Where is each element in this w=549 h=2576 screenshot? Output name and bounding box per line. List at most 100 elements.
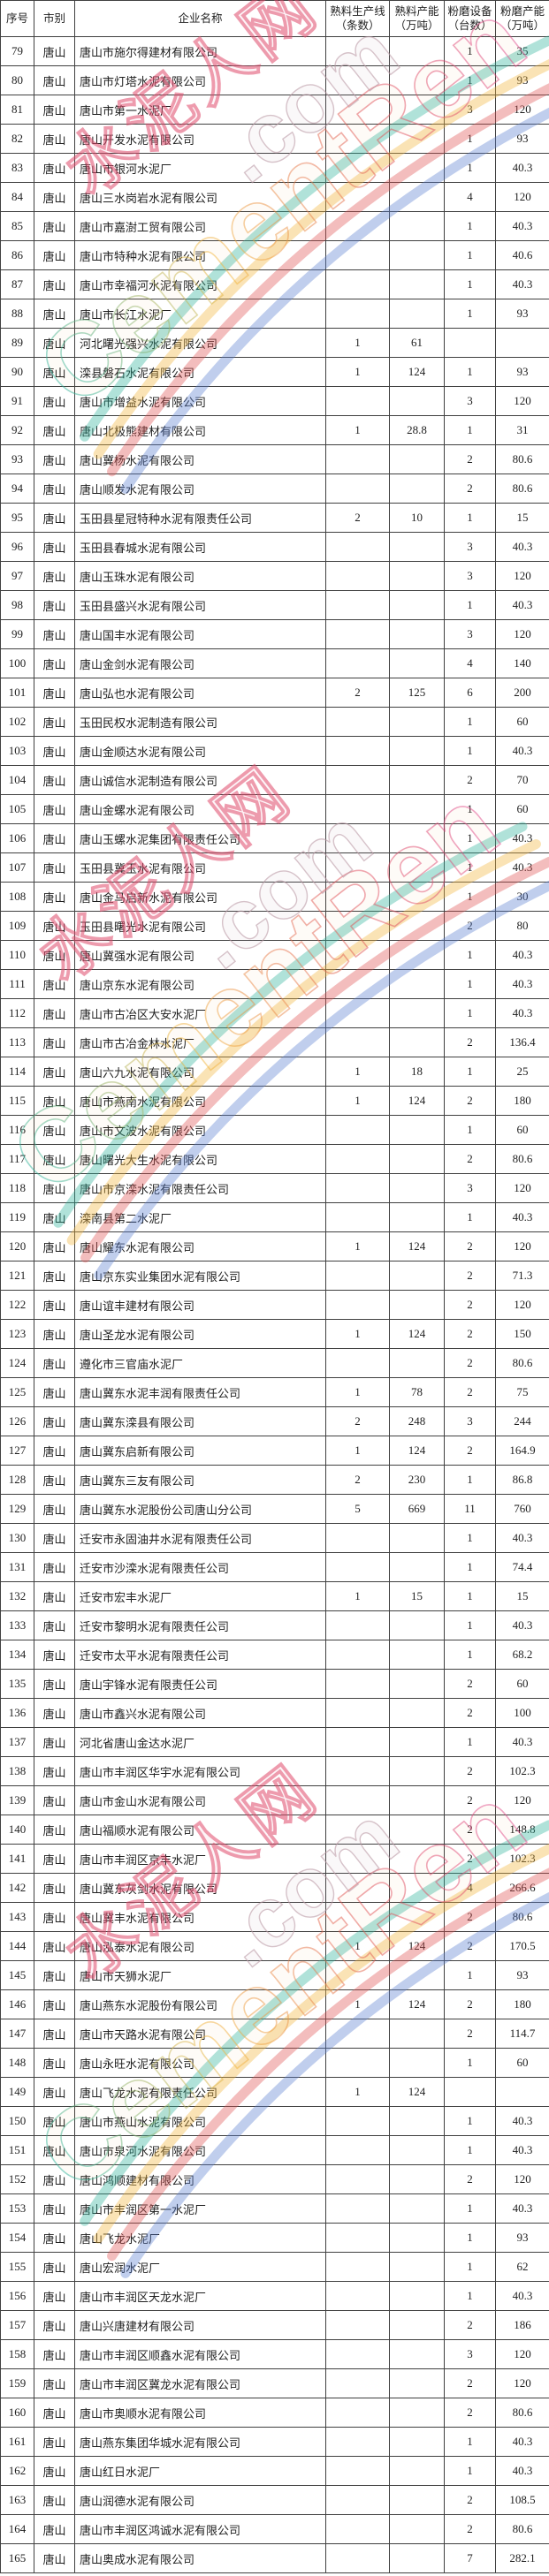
cell-mill-count: 2: [444, 1348, 496, 1378]
cell-clinker-capacity: 230: [389, 1465, 445, 1495]
cell-mill-count: 2: [444, 1844, 496, 1874]
col-header-city: 市别: [34, 0, 75, 37]
cell-city: 唐山: [34, 561, 75, 591]
cell-seq: 97: [0, 561, 34, 591]
cell-seq: 146: [0, 1989, 34, 2019]
cell-seq: 126: [0, 1406, 34, 1436]
cell-seq: 132: [0, 1581, 34, 1611]
cell-clinker-lines: [325, 65, 390, 95]
cell-seq: 165: [0, 2543, 34, 2573]
cell-seq: 160: [0, 2398, 34, 2428]
table-row: 128 唐山 唐山冀东三友有限公司 2 230 1 86.8: [0, 1465, 549, 1495]
cell-grind-capacity: 80: [495, 911, 549, 941]
cell-mill-count: 2: [444, 444, 496, 474]
cell-mill-count: 1: [444, 1523, 496, 1553]
cell-clinker-lines: [325, 590, 390, 620]
cell-seq: 159: [0, 2368, 34, 2398]
cell-clinker-capacity: [389, 1873, 445, 1903]
table-row: 81 唐山 唐山市第一水泥厂 3 120: [0, 95, 549, 125]
table-row: 165 唐山 唐山奥成水泥有限公司 7 282.1: [0, 2543, 549, 2573]
cell-city: 唐山: [34, 2514, 75, 2544]
cell-mill-count: 1: [444, 1202, 496, 1232]
cell-clinker-lines: [325, 1815, 390, 1845]
cell-clinker-capacity: 124: [389, 357, 445, 387]
header-row: 序号 市别 企业名称 熟料生产线 （条数） 熟料产能 （万吨） 粉磨设备 （台数…: [0, 0, 549, 37]
cell-company: 唐山红日水泥厂: [74, 2456, 326, 2486]
cell-city: 唐山: [34, 1465, 75, 1495]
cell-company: 唐山市燕南水泥有限公司: [74, 1086, 326, 1116]
cell-clinker-capacity: [389, 532, 445, 562]
cell-company: 唐山市丰润区顺鑫水泥有限公司: [74, 2339, 326, 2369]
cell-seq: 113: [0, 1027, 34, 1057]
cell-clinker-lines: 1: [325, 1436, 390, 1466]
cell-clinker-lines: [325, 2223, 390, 2253]
cell-grind-capacity: 40.3: [495, 2106, 549, 2136]
table-row: 110 唐山 唐山冀强水泥有限公司 1 40.3: [0, 940, 549, 970]
table-row: 134 唐山 迁安市太平水泥有限责任公司 1 68.2: [0, 1640, 549, 1670]
cell-mill-count: 2: [444, 765, 496, 795]
cell-city: 唐山: [34, 823, 75, 853]
cell-grind-capacity: 93: [495, 2223, 549, 2253]
cell-grind-capacity: 102.3: [495, 1756, 549, 1786]
table-row: 124 唐山 遵化市三官庙水泥厂 2 80.6: [0, 1348, 549, 1378]
cell-grind-capacity: 35: [495, 36, 549, 66]
cell-seq: 93: [0, 444, 34, 474]
cell-grind-capacity: 164.9: [495, 1436, 549, 1466]
cell-company: 唐山冀东灰剑水泥有限公司: [74, 1873, 326, 1903]
cell-city: 唐山: [34, 65, 75, 95]
cell-seq: 80: [0, 65, 34, 95]
cell-grind-capacity: 93: [495, 357, 549, 387]
cell-company: 唐山燕东集团华城水泥有限公司: [74, 2427, 326, 2457]
table-row: 119 唐山 滦南县第二水泥厂 1 40.3: [0, 1202, 549, 1232]
cell-city: 唐山: [34, 911, 75, 941]
cell-grind-capacity: [495, 328, 549, 358]
cell-clinker-lines: [325, 561, 390, 591]
table-row: 152 唐山 唐山鸿顺建材有限公司 2 120: [0, 2164, 549, 2194]
cell-city: 唐山: [34, 1144, 75, 1174]
cell-clinker-lines: [325, 2106, 390, 2136]
cell-company: 唐山市古冶区大安水泥厂: [74, 998, 326, 1028]
cell-clinker-capacity: [389, 1640, 445, 1670]
cell-mill-count: 1: [444, 1640, 496, 1670]
table-row: 143 唐山 唐山冀丰水泥有限公司 2 80.6: [0, 1902, 549, 1932]
cell-mill-count: 2: [444, 2368, 496, 2398]
cell-mill-count: 2: [444, 911, 496, 941]
cell-city: 唐山: [34, 1261, 75, 1291]
col-header-clinker-lines: 熟料生产线 （条数）: [325, 0, 390, 37]
cell-clinker-lines: [325, 444, 390, 474]
cell-grind-capacity: 74.4: [495, 1552, 549, 1582]
cell-seq: 79: [0, 36, 34, 66]
cell-company: 唐山市丰润区鸿诚水泥有限公司: [74, 2514, 326, 2544]
cell-clinker-lines: [325, 2456, 390, 2486]
cell-clinker-capacity: 28.8: [389, 415, 445, 445]
cell-city: 唐山: [34, 1960, 75, 1990]
cell-grind-capacity: 15: [495, 503, 549, 533]
cell-mill-count: 1: [444, 2281, 496, 2311]
cell-clinker-capacity: [389, 911, 445, 941]
table-row: 121 唐山 唐山京东实业集团水泥有限公司 2 71.3: [0, 1261, 549, 1291]
table-row: 156 唐山 唐山市丰润区天龙水泥厂 1 40.3: [0, 2281, 549, 2311]
cell-seq: 82: [0, 124, 34, 154]
cell-mill-count: 2: [444, 1669, 496, 1699]
cell-mill-count: 1: [444, 1465, 496, 1495]
cell-grind-capacity: 140: [495, 648, 549, 678]
cell-seq: 151: [0, 2135, 34, 2165]
cell-clinker-lines: [325, 882, 390, 912]
cell-seq: 108: [0, 882, 34, 912]
cell-seq: 100: [0, 648, 34, 678]
col-header-company: 企业名称: [74, 0, 326, 37]
cell-clinker-capacity: [389, 590, 445, 620]
table-row: 161 唐山 唐山燕东集团华城水泥有限公司 1 40.3: [0, 2427, 549, 2457]
cell-mill-count: 1: [444, 2456, 496, 2486]
cell-grind-capacity: 100: [495, 1698, 549, 1728]
table-row: 125 唐山 唐山冀东水泥丰润有限责任公司 1 78 2 75: [0, 1377, 549, 1407]
cell-city: 唐山: [34, 1436, 75, 1466]
cell-seq: 111: [0, 969, 34, 999]
cell-grind-capacity: 60: [495, 707, 549, 737]
cell-seq: 117: [0, 1144, 34, 1174]
cell-clinker-lines: [325, 211, 390, 241]
table-row: 139 唐山 唐山市金山水泥有限公司 2 120: [0, 1785, 549, 1815]
cell-mill-count: 3: [444, 532, 496, 562]
cell-clinker-capacity: [389, 2223, 445, 2253]
